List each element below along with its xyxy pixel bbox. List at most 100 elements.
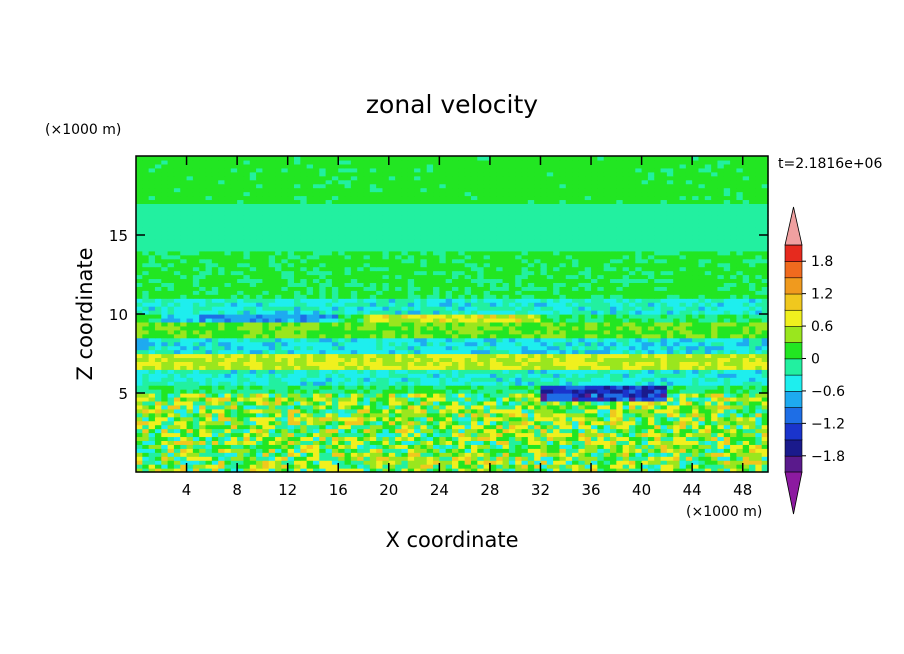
field-cell: [521, 436, 529, 441]
field-cell: [622, 404, 630, 410]
field-cell: [452, 345, 459, 351]
field-cell: [515, 456, 523, 461]
field-cell: [268, 321, 276, 327]
field-cell: [433, 404, 440, 410]
field-cell: [622, 298, 630, 303]
field-cell: [294, 282, 301, 287]
field-cell: [508, 444, 516, 449]
field-cell: [142, 365, 150, 370]
field-cell: [489, 424, 497, 430]
field-cell: [527, 373, 535, 378]
field-cell: [148, 278, 156, 283]
field-cell: [401, 310, 409, 315]
field-cell: [711, 412, 719, 418]
field-cell: [306, 428, 314, 434]
field-cell: [534, 428, 542, 434]
field-cell: [426, 341, 434, 347]
field-cell: [730, 400, 737, 406]
field-cell: [382, 393, 390, 398]
field-cell: [527, 317, 535, 323]
field-cell: [616, 444, 624, 449]
field-cell: [426, 298, 434, 303]
field-cell: [660, 389, 668, 394]
field-cell: [420, 389, 428, 394]
field-cell: [603, 290, 611, 295]
field-cell: [382, 440, 390, 445]
field-cell: [338, 317, 346, 323]
field-cell: [154, 464, 162, 469]
field-cell: [161, 274, 169, 280]
field-cell: [736, 404, 744, 410]
field-cell: [628, 286, 636, 291]
field-cell: [154, 468, 162, 473]
field-cell: [464, 357, 472, 362]
field-cell: [692, 298, 700, 303]
field-cell: [572, 310, 579, 315]
field-cell: [458, 306, 466, 311]
field-cell: [572, 424, 579, 430]
field-cell: [654, 377, 662, 382]
field-cell: [414, 416, 421, 422]
field-cell: [136, 400, 143, 406]
field-cell: [685, 440, 693, 445]
field-cell: [755, 325, 763, 331]
field-cell: [388, 396, 396, 402]
field-cell: [256, 428, 263, 434]
field-cell: [521, 274, 529, 280]
field-cell: [325, 377, 333, 382]
field-cell: [470, 404, 478, 410]
field-cell: [477, 408, 485, 414]
field-cell: [218, 456, 226, 461]
field-cell: [584, 329, 592, 335]
field-cell: [616, 329, 624, 335]
field-cell: [363, 278, 371, 283]
field-cell: [319, 452, 327, 457]
field-cell: [186, 302, 194, 307]
field-cell: [344, 282, 352, 287]
field-cell: [369, 306, 377, 311]
field-cell: [723, 306, 731, 311]
field-cell: [673, 337, 681, 343]
field-cell: [685, 381, 693, 386]
field-cell: [407, 416, 415, 422]
field-cell: [477, 274, 485, 280]
field-cell: [281, 329, 289, 335]
field-cell: [628, 365, 636, 370]
field-cell: [262, 294, 270, 299]
field-cell: [249, 452, 257, 457]
field-cell: [464, 400, 472, 406]
field-cell: [319, 314, 327, 319]
field-cell: [218, 369, 226, 374]
field-cell: [628, 306, 636, 311]
field-cell: [553, 377, 561, 382]
field-cell: [319, 345, 327, 351]
field-cell: [515, 468, 523, 473]
field-cell: [420, 321, 428, 327]
field-cell: [350, 444, 358, 449]
field-cell: [711, 416, 719, 422]
field-cell: [452, 294, 459, 299]
field-cell: [180, 452, 188, 457]
field-cell: [249, 369, 257, 374]
field-cell: [180, 424, 188, 430]
field-cell: [319, 412, 327, 418]
field-cell: [515, 440, 523, 445]
field-cell: [224, 357, 232, 362]
field-cell: [237, 349, 245, 355]
field-cell: [597, 428, 605, 434]
field-cell: [452, 357, 459, 362]
field-cell: [420, 302, 428, 307]
field-cell: [331, 444, 339, 449]
field-cell: [660, 333, 668, 339]
field-cell: [452, 341, 459, 347]
field-cell: [603, 298, 611, 303]
field-cell: [148, 400, 156, 406]
field-cell: [414, 428, 421, 434]
field-cell: [407, 432, 415, 438]
field-cell: [331, 333, 339, 339]
field-cell: [401, 389, 409, 394]
field-cell: [192, 333, 200, 339]
field-cell: [692, 369, 700, 374]
field-cell: [736, 365, 744, 370]
field-cell: [325, 365, 333, 370]
